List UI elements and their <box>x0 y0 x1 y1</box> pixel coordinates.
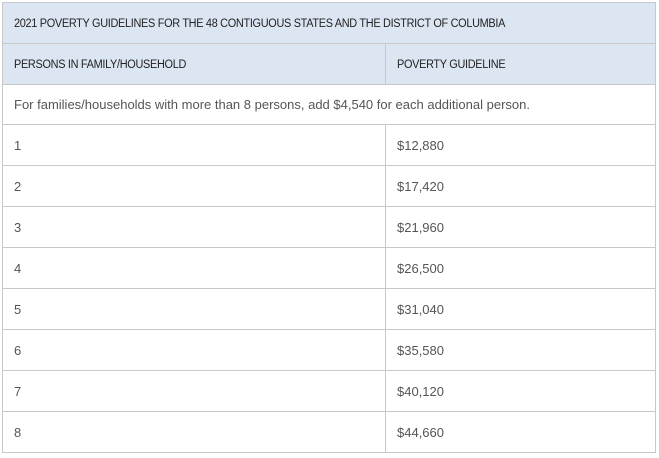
persons-cell: 4 <box>2 247 386 289</box>
table-row: 7 $40,120 <box>2 370 657 412</box>
guideline-cell: $21,960 <box>384 206 657 248</box>
persons-cell: 2 <box>2 165 386 207</box>
table-title-text: 2021 POVERTY GUIDELINES FOR THE 48 CONTI… <box>14 16 506 30</box>
persons-cell: 7 <box>2 370 386 412</box>
header-persons: PERSONS IN FAMILY/HOUSEHOLD <box>2 43 386 85</box>
guideline-cell: $35,580 <box>384 329 657 371</box>
table-row: 8 $44,660 <box>2 411 657 453</box>
guideline-cell: $40,120 <box>384 370 657 412</box>
table-row: 1 $12,880 <box>2 124 657 166</box>
table-row: 3 $21,960 <box>2 206 657 248</box>
note-row: For families/households with more than 8… <box>1 84 657 125</box>
table-header-row: PERSONS IN FAMILY/HOUSEHOLD POVERTY GUID… <box>2 43 657 85</box>
persons-cell: 8 <box>2 411 386 453</box>
guideline-cell: $26,500 <box>384 247 657 289</box>
header-poverty-guideline: POVERTY GUIDELINE <box>384 43 657 85</box>
additional-person-note: For families/households with more than 8… <box>1 84 657 125</box>
table-row: 5 $31,040 <box>2 288 657 330</box>
persons-cell: 1 <box>2 124 386 166</box>
table-title-row: 2021 POVERTY GUIDELINES FOR THE 48 CONTI… <box>1 2 657 44</box>
table-title: 2021 POVERTY GUIDELINES FOR THE 48 CONTI… <box>1 2 657 44</box>
persons-cell: 6 <box>2 329 386 371</box>
guideline-cell: $12,880 <box>384 124 657 166</box>
guideline-cell: $31,040 <box>384 288 657 330</box>
guideline-cell: $17,420 <box>384 165 657 207</box>
header-persons-text: PERSONS IN FAMILY/HOUSEHOLD <box>14 57 187 71</box>
guideline-cell: $44,660 <box>384 411 657 453</box>
persons-cell: 3 <box>2 206 386 248</box>
persons-cell: 5 <box>2 288 386 330</box>
table-row: 6 $35,580 <box>2 329 657 371</box>
header-guideline-text: POVERTY GUIDELINE <box>397 57 506 71</box>
table-row: 2 $17,420 <box>2 165 657 207</box>
table-row: 4 $26,500 <box>2 247 657 289</box>
